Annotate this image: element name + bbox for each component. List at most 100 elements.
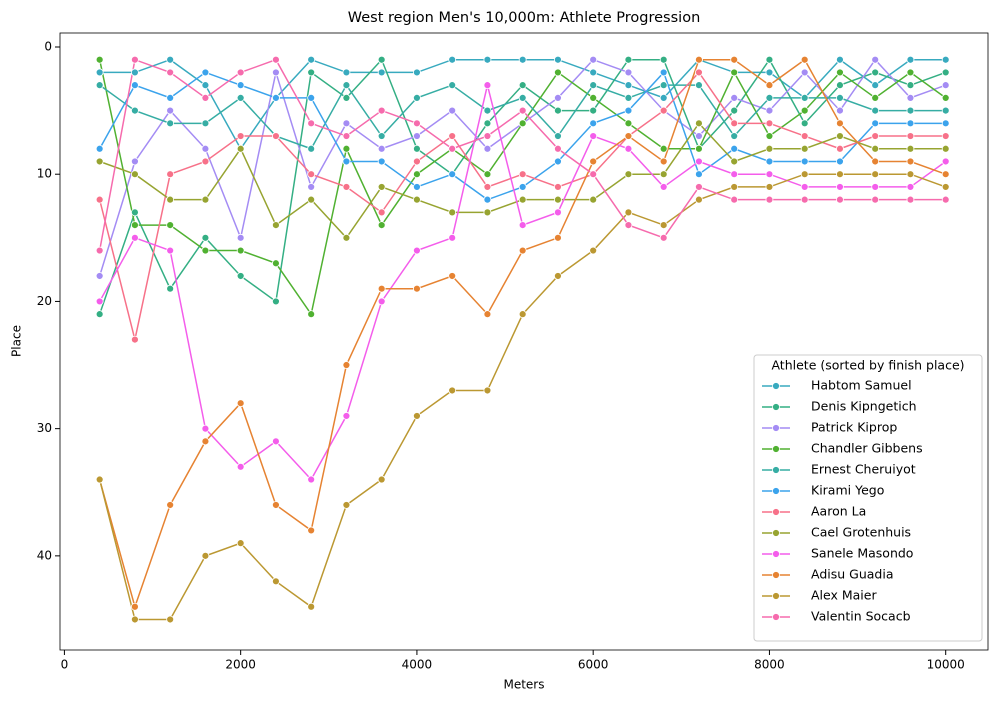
point	[518, 183, 527, 191]
point	[659, 157, 668, 166]
x-tick-label: 10000	[927, 658, 965, 672]
point	[765, 81, 774, 90]
point	[342, 501, 351, 509]
point	[941, 119, 950, 128]
point	[730, 195, 739, 204]
point	[166, 55, 175, 64]
point	[483, 132, 492, 140]
point	[518, 106, 527, 115]
point	[624, 93, 633, 102]
legend: Athlete (sorted by finish place) Habtom S…	[753, 354, 983, 642]
point	[941, 195, 950, 204]
point	[166, 501, 175, 509]
legend-title: Athlete (sorted by finish place)	[771, 358, 964, 373]
point	[131, 170, 139, 179]
point	[342, 233, 351, 242]
point	[201, 195, 210, 204]
point	[236, 462, 245, 471]
point	[413, 132, 421, 140]
legend-label: Ernest Cheruiyot	[811, 462, 916, 477]
point	[236, 539, 245, 548]
point	[765, 132, 774, 140]
point	[659, 55, 668, 64]
point	[413, 93, 421, 102]
point	[871, 183, 880, 191]
point	[483, 208, 492, 217]
point	[272, 297, 280, 306]
point	[695, 170, 703, 179]
legend-marker	[772, 571, 780, 579]
point	[483, 183, 492, 191]
point	[236, 81, 245, 90]
point	[131, 335, 139, 344]
point	[377, 132, 386, 140]
point	[554, 132, 562, 140]
point	[518, 221, 527, 229]
point	[906, 144, 915, 153]
point	[483, 106, 492, 115]
point	[166, 119, 175, 128]
point	[695, 157, 703, 166]
point	[95, 475, 104, 484]
point	[554, 195, 562, 204]
legend-label: Cael Grotenhuis	[811, 525, 911, 540]
point	[483, 81, 492, 90]
point	[589, 157, 598, 166]
point	[307, 526, 316, 535]
y-axis-label: Place	[10, 325, 24, 357]
legend-label: Sanele Masondo	[811, 546, 913, 561]
point	[448, 144, 457, 153]
point	[518, 310, 527, 319]
point	[483, 170, 492, 179]
plot-frame	[59, 32, 989, 651]
legend-marker	[772, 613, 780, 621]
point	[342, 81, 351, 90]
point	[695, 195, 703, 204]
point	[272, 437, 280, 446]
point	[906, 68, 915, 77]
legend-marker	[772, 529, 780, 537]
point	[836, 170, 844, 179]
point	[342, 361, 351, 369]
point	[272, 577, 280, 586]
point	[307, 93, 316, 102]
point	[518, 119, 527, 128]
point	[730, 93, 739, 102]
point	[765, 68, 774, 77]
legend-marker	[772, 508, 780, 516]
point	[448, 272, 457, 280]
y-tick-label: 0	[44, 39, 52, 53]
point	[201, 81, 210, 90]
point	[342, 119, 351, 128]
point	[659, 233, 668, 242]
legend-marker	[772, 466, 780, 474]
point	[554, 208, 562, 217]
y-tick-label: 30	[37, 421, 52, 435]
point	[589, 119, 598, 128]
point	[166, 246, 175, 255]
point	[624, 68, 633, 77]
point	[800, 195, 809, 204]
point	[166, 195, 175, 204]
point	[906, 183, 915, 191]
series-line	[99, 71, 946, 201]
point	[166, 106, 175, 115]
point	[201, 246, 210, 255]
point	[871, 132, 880, 140]
point	[272, 501, 280, 509]
point	[554, 144, 562, 153]
point	[518, 55, 527, 64]
point	[131, 81, 139, 90]
point	[730, 157, 739, 166]
series-line	[99, 58, 946, 151]
point	[800, 170, 809, 179]
point	[554, 183, 562, 191]
point	[483, 195, 492, 204]
point	[906, 157, 915, 166]
point	[941, 183, 950, 191]
point	[413, 144, 421, 153]
point	[554, 68, 562, 77]
legend-marker	[772, 403, 780, 411]
point	[166, 93, 175, 102]
point	[377, 475, 386, 484]
